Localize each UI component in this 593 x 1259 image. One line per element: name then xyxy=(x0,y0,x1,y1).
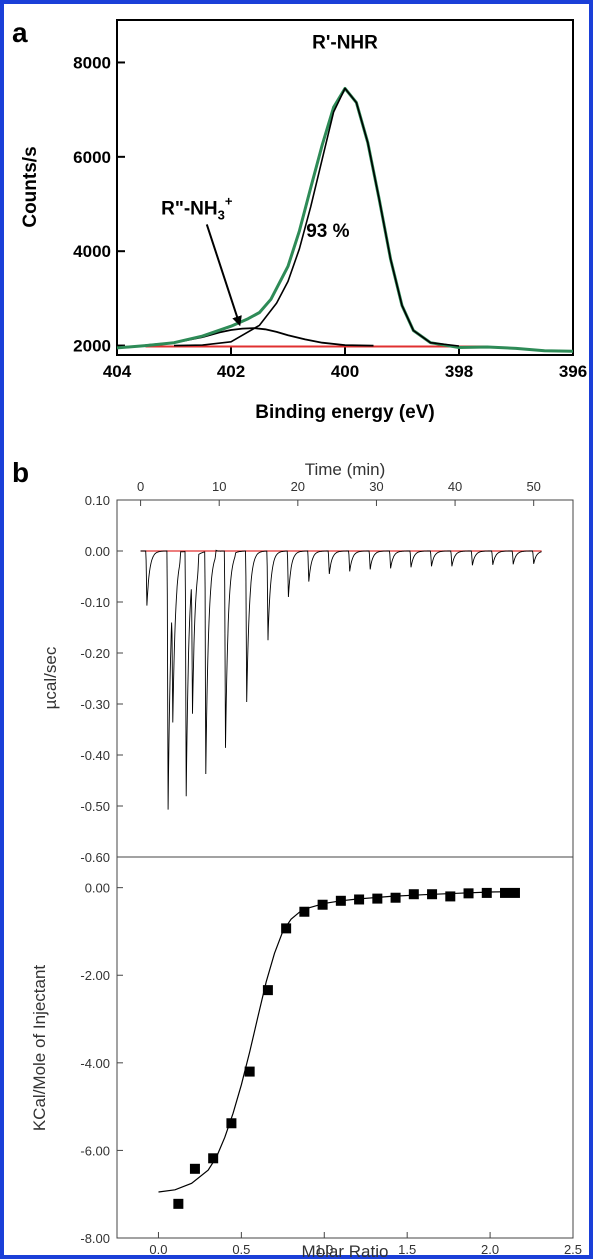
panel-a-annotations: R'-NHR 93 % R"-NH3+ xyxy=(161,32,378,327)
y-tick-label: -8.00 xyxy=(80,1231,110,1246)
data-point xyxy=(189,1163,200,1174)
x-tick-label: 2.0 xyxy=(481,1242,499,1257)
data-point xyxy=(390,892,401,903)
y-tick-label: -6.00 xyxy=(80,1143,110,1158)
x-tick-label: 0.5 xyxy=(232,1242,250,1257)
data-point xyxy=(463,888,474,899)
x-tick-label: 396 xyxy=(559,362,587,381)
y-tick-label: -4.00 xyxy=(80,1056,110,1071)
series-data-line xyxy=(116,86,574,353)
panel-b-bottom-x-ticks: 0.0 0.5 1.0 1.5 2.0 2.5 xyxy=(149,1232,582,1257)
panel-a-y-ticks: 2000 4000 6000 8000 xyxy=(73,53,125,356)
data-point xyxy=(244,1066,255,1077)
y-tick-label: -2.00 xyxy=(80,968,110,983)
panel-a-x-axis-label: Binding energy (eV) xyxy=(255,402,434,423)
data-point xyxy=(173,1198,184,1209)
data-point xyxy=(372,893,383,904)
y-tick-label: 8000 xyxy=(73,53,111,72)
series-fit-minor-line xyxy=(145,327,374,347)
y-tick-label: -0.20 xyxy=(80,646,110,661)
panel-b-top-y-ticks: 0.10 0.00 -0.10 -0.20 -0.30 -0.40 -0.50 -0.60 xyxy=(80,493,123,865)
y-tick-label: -0.50 xyxy=(80,799,110,814)
y-tick-label: -0.40 xyxy=(80,748,110,763)
data-point xyxy=(500,887,511,898)
data-point xyxy=(208,1153,219,1164)
y-tick-label: -0.30 xyxy=(80,697,110,712)
data-point xyxy=(354,894,365,905)
y-tick-label: 0.10 xyxy=(85,493,110,508)
annotation-label-0: R'-NHR xyxy=(312,32,378,53)
data-point xyxy=(299,906,310,917)
x-tick-label: 400 xyxy=(331,362,359,381)
x-tick-label: 402 xyxy=(217,362,245,381)
thermogram-trace xyxy=(140,549,542,810)
x-tick-label: 20 xyxy=(291,479,305,494)
y-tick-label: -0.60 xyxy=(80,850,110,865)
panel-b-top: Time (min) 0 10 20 30 40 50 0.10 0.00 -0.10 -0.2… xyxy=(41,460,574,865)
panel-b-bottom-y-ticks: 0.00 -2.00 -4.00 -6.00 -8.00 xyxy=(80,881,123,1246)
panel-a-series xyxy=(116,86,574,353)
data-point xyxy=(509,887,520,898)
annotation-nh3-label: R"-NH3+ xyxy=(161,193,233,222)
panel-b-top-series xyxy=(140,549,542,810)
panel-b-bottom-y-axis-label: KCal/Mole of Injectant xyxy=(30,965,49,1132)
data-point xyxy=(335,895,346,906)
data-point xyxy=(262,985,273,996)
y-tick-label: 2000 xyxy=(73,337,111,356)
y-tick-label: 4000 xyxy=(73,242,111,261)
y-tick-label: 0.00 xyxy=(85,881,110,896)
panel-b-bottom-plot-frame xyxy=(116,856,574,1239)
panel-a: 2000 4000 6000 8000 404 402 400 398 396 Binding… xyxy=(20,19,587,423)
x-tick-label: 50 xyxy=(526,479,540,494)
data-point xyxy=(481,887,492,898)
panel-b-letter: b xyxy=(12,457,29,488)
panel-a-y-axis-label: Counts/s xyxy=(20,146,41,227)
panel-b-top-x-axis-label: Time (min) xyxy=(305,460,386,479)
x-tick-label: 0 xyxy=(137,479,144,494)
x-tick-label: 30 xyxy=(369,479,383,494)
panel-b-bottom-x-axis-label: Molar Ratio xyxy=(302,1242,389,1259)
y-tick-label: 0.00 xyxy=(85,544,110,559)
panel-b-top-y-axis-label: µcal/sec xyxy=(41,646,60,709)
panel-b-top-x-ticks: 0 10 20 30 40 50 xyxy=(137,479,541,506)
panel-b-bottom-series xyxy=(158,887,520,1209)
series-fit-main-line xyxy=(173,87,460,347)
panel-b-bottom: 0.0 0.5 1.0 1.5 2.0 2.5 0.00 -2.00 -4.00 -6.00 -8… xyxy=(30,856,582,1259)
x-tick-label: 2.5 xyxy=(564,1242,582,1257)
data-point xyxy=(281,923,292,934)
x-tick-label: 404 xyxy=(103,362,132,381)
data-point xyxy=(226,1118,237,1129)
panel-a-plot-frame xyxy=(116,19,574,356)
data-point xyxy=(445,891,456,902)
fit-curve xyxy=(158,891,516,1193)
panel-a-x-ticks: 404 402 400 398 396 xyxy=(103,347,587,381)
annotation-arrow xyxy=(205,224,242,327)
annotation-label-1: 93 % xyxy=(306,221,349,242)
data-point xyxy=(408,889,419,900)
x-tick-label: 1.5 xyxy=(398,1242,416,1257)
x-tick-label: 0.0 xyxy=(149,1242,167,1257)
y-tick-label: -0.10 xyxy=(80,595,110,610)
x-tick-label: 10 xyxy=(212,479,226,494)
x-tick-label: 40 xyxy=(448,479,462,494)
y-tick-label: 6000 xyxy=(73,148,111,167)
x-tick-label: 398 xyxy=(445,362,473,381)
data-point xyxy=(427,889,438,900)
panel-a-letter: a xyxy=(12,17,28,48)
x-tick-label: 1.0 xyxy=(315,1242,333,1257)
data-point xyxy=(317,899,328,910)
